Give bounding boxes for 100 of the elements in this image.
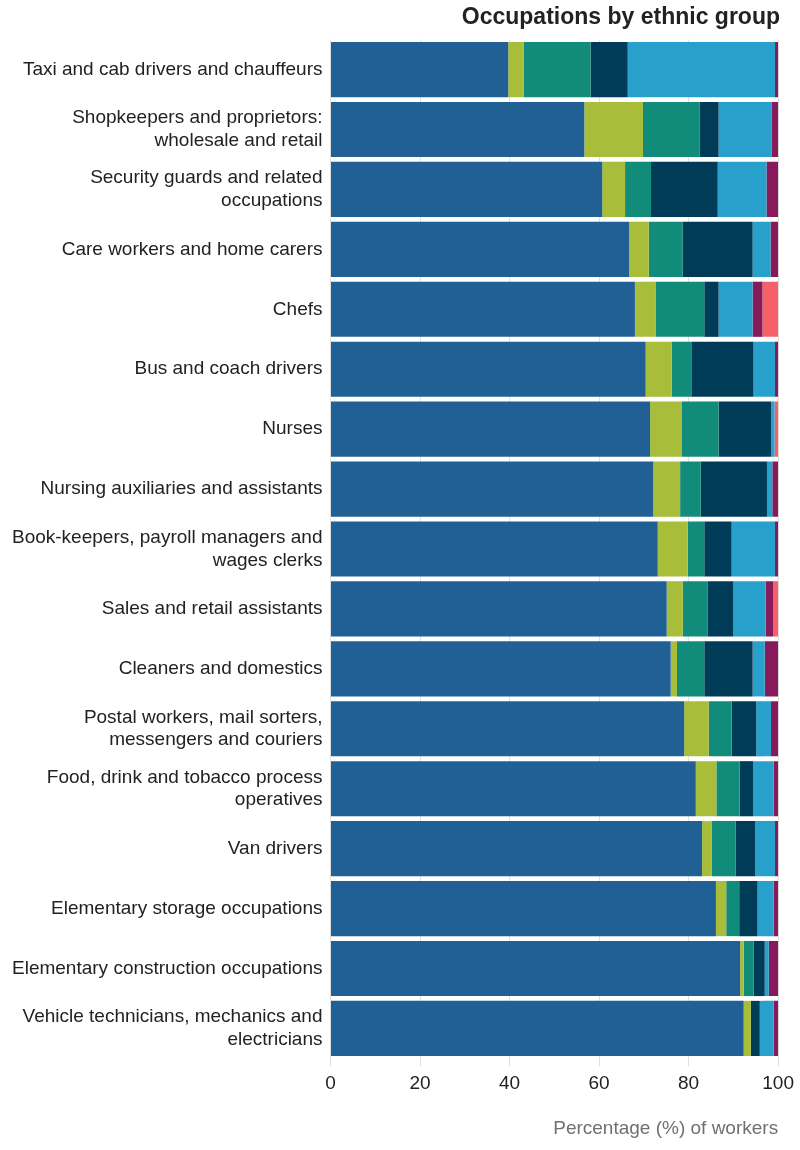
bar <box>684 701 709 757</box>
bar <box>700 461 767 517</box>
bar <box>629 221 649 277</box>
bar <box>775 821 779 877</box>
bar <box>735 821 756 877</box>
bar <box>331 761 696 817</box>
bar <box>657 521 688 577</box>
bar <box>770 401 775 457</box>
bar <box>508 42 524 98</box>
bar <box>681 401 719 457</box>
bar <box>650 401 682 457</box>
bar <box>753 940 765 997</box>
bar <box>331 1000 744 1056</box>
bar <box>716 761 740 817</box>
x-tick-label: 40 <box>498 1072 521 1094</box>
bar <box>648 221 683 277</box>
bar <box>331 581 667 637</box>
bar <box>682 581 708 637</box>
bar <box>759 1000 774 1056</box>
bar <box>331 101 585 158</box>
bar <box>655 281 705 337</box>
bar <box>691 341 754 397</box>
bar <box>766 461 773 517</box>
bar <box>687 521 705 577</box>
bar <box>753 341 776 397</box>
bar <box>331 881 716 937</box>
bar <box>775 42 779 98</box>
bar <box>331 821 703 877</box>
y-tick-label: Nurses <box>262 417 323 439</box>
bar <box>331 221 630 277</box>
y-tick-label: Book-keepers, payroll managers and wages clerks <box>11 525 323 570</box>
bar <box>602 161 626 217</box>
bar <box>718 401 771 457</box>
y-tick-label: Vehicle technicians, mechanics and electricians <box>22 1005 323 1050</box>
bar <box>331 341 646 397</box>
bar <box>731 701 757 757</box>
bar <box>717 161 767 217</box>
bar <box>718 101 772 158</box>
bar <box>743 940 754 997</box>
bar <box>702 821 712 877</box>
bar <box>590 42 628 98</box>
bar <box>733 581 766 637</box>
bar <box>775 341 779 397</box>
bar <box>757 881 774 937</box>
bar <box>708 701 732 757</box>
bar <box>752 221 771 277</box>
y-tick-label: Postal workers, mail sorters, messengers and couriers <box>83 705 323 750</box>
bar <box>768 940 779 997</box>
bar <box>666 581 683 637</box>
x-tick-label: 0 <box>325 1072 336 1094</box>
chart-title: Occupations by ethnic group <box>461 3 780 30</box>
y-tick-label: Bus and coach drivers <box>134 357 323 379</box>
bar <box>743 1000 751 1056</box>
bar <box>331 161 603 217</box>
bar <box>766 161 779 217</box>
bar <box>764 641 779 697</box>
bar <box>704 521 732 577</box>
bar <box>752 641 765 697</box>
bar <box>773 581 779 637</box>
y-tick-label: Nursing auxiliaries and assistants <box>40 477 323 499</box>
bar <box>331 940 741 997</box>
bar <box>718 281 753 337</box>
bar <box>671 341 692 397</box>
bar <box>731 521 776 577</box>
y-tick-label: Van drivers <box>227 836 323 858</box>
bar <box>750 1000 760 1056</box>
bar <box>331 461 654 517</box>
bar <box>331 641 671 697</box>
bar <box>642 101 700 158</box>
bar <box>765 581 774 637</box>
y-tick-label: Food, drink and tobacco process operatives <box>46 765 323 810</box>
bar <box>711 821 736 877</box>
bar <box>680 461 701 517</box>
y-tick-label: Elementary storage occupations <box>51 896 323 918</box>
x-axis-title: Percentage (%) of workers <box>553 1116 779 1138</box>
y-tick-label: Taxi and cab drivers and chauffeurs <box>22 57 323 79</box>
x-tick-label: 60 <box>588 1072 610 1094</box>
bar <box>331 401 651 457</box>
bar <box>756 701 771 757</box>
bar <box>523 42 591 98</box>
bar <box>753 761 774 817</box>
bar <box>772 461 779 517</box>
bar <box>634 281 656 337</box>
bar <box>331 42 509 98</box>
bar <box>726 881 740 937</box>
bar <box>762 281 779 337</box>
bar <box>707 581 734 637</box>
y-tick-label: Sales and retail assistants <box>101 597 323 619</box>
bar <box>764 940 769 997</box>
bar <box>752 281 763 337</box>
bar <box>627 42 776 98</box>
y-tick-label: Elementary construction occupations <box>12 956 323 978</box>
bar <box>739 761 754 817</box>
y-tick-label: Security guards and related occupations <box>90 166 323 211</box>
y-tick-label: Cleaners and domestics <box>118 657 323 679</box>
bar <box>331 281 635 337</box>
x-tick-label: 20 <box>409 1072 431 1094</box>
y-tick-label: Shopkeepers and proprietors: wholesale and retail <box>72 106 323 151</box>
bar <box>645 341 672 397</box>
bar <box>695 761 717 817</box>
